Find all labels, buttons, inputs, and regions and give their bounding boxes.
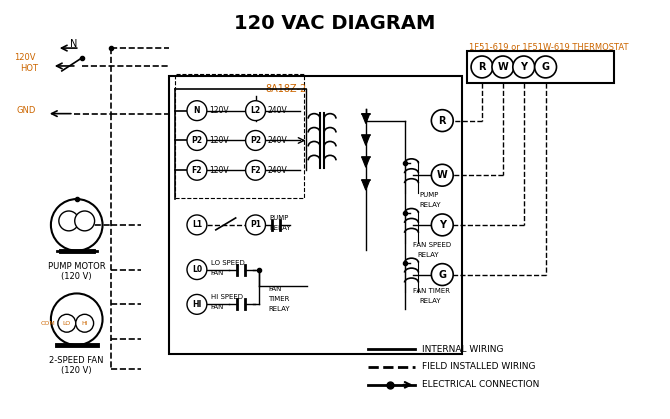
Text: (120 V): (120 V) xyxy=(62,272,92,281)
Circle shape xyxy=(431,110,453,132)
Text: GND: GND xyxy=(16,106,36,115)
Text: TIMER: TIMER xyxy=(269,296,290,303)
Circle shape xyxy=(513,56,535,78)
Text: FAN: FAN xyxy=(269,287,282,292)
Text: 120V: 120V xyxy=(209,136,228,145)
Circle shape xyxy=(58,314,76,332)
Text: (120 V): (120 V) xyxy=(62,367,92,375)
Circle shape xyxy=(187,295,207,314)
Text: FIELD INSTALLED WIRING: FIELD INSTALLED WIRING xyxy=(422,362,536,372)
Circle shape xyxy=(187,260,207,279)
Circle shape xyxy=(431,214,453,236)
Text: 8A18Z-2: 8A18Z-2 xyxy=(265,84,306,94)
Text: FAN: FAN xyxy=(211,269,224,276)
Text: W: W xyxy=(498,62,509,72)
Text: RELAY: RELAY xyxy=(419,202,441,208)
Text: PUMP MOTOR: PUMP MOTOR xyxy=(48,262,106,271)
Text: G: G xyxy=(541,62,549,72)
Text: L1: L1 xyxy=(192,220,202,229)
Text: PUMP: PUMP xyxy=(419,192,439,198)
Text: N: N xyxy=(194,106,200,115)
Circle shape xyxy=(246,160,265,180)
Circle shape xyxy=(246,215,265,235)
Text: W: W xyxy=(437,170,448,180)
Text: FAN SPEED: FAN SPEED xyxy=(413,242,452,248)
Text: HOT: HOT xyxy=(20,65,38,73)
Text: R: R xyxy=(478,62,486,72)
Polygon shape xyxy=(362,158,370,167)
Text: HI SPEED: HI SPEED xyxy=(211,295,243,300)
Text: 1F51-619 or 1F51W-619 THERMOSTAT: 1F51-619 or 1F51W-619 THERMOSTAT xyxy=(469,43,628,52)
Circle shape xyxy=(246,131,265,150)
Text: ELECTRICAL CONNECTION: ELECTRICAL CONNECTION xyxy=(422,380,540,389)
Text: HI: HI xyxy=(81,321,88,326)
Polygon shape xyxy=(362,180,370,190)
Text: FAN: FAN xyxy=(211,304,224,310)
Text: L2: L2 xyxy=(251,106,261,115)
Text: 120V: 120V xyxy=(209,106,228,115)
Text: F2: F2 xyxy=(192,166,202,175)
Text: Y: Y xyxy=(439,220,446,230)
Text: 120V: 120V xyxy=(14,52,36,62)
Circle shape xyxy=(187,160,207,180)
Circle shape xyxy=(51,199,103,251)
Circle shape xyxy=(75,211,94,231)
Text: P2: P2 xyxy=(250,136,261,145)
Text: L0: L0 xyxy=(192,265,202,274)
Text: INTERNAL WIRING: INTERNAL WIRING xyxy=(422,344,504,354)
Circle shape xyxy=(535,56,557,78)
Text: RELAY: RELAY xyxy=(417,252,439,258)
Bar xyxy=(467,51,614,83)
Text: 120V: 120V xyxy=(209,166,228,175)
Circle shape xyxy=(492,56,514,78)
Text: 2-SPEED FAN: 2-SPEED FAN xyxy=(50,357,104,365)
Text: 240V: 240V xyxy=(267,136,287,145)
Text: RELAY: RELAY xyxy=(269,306,290,312)
Circle shape xyxy=(431,264,453,285)
Polygon shape xyxy=(362,135,370,145)
Text: R: R xyxy=(439,116,446,126)
Text: G: G xyxy=(438,269,446,279)
Circle shape xyxy=(471,56,493,78)
Circle shape xyxy=(76,314,94,332)
Polygon shape xyxy=(362,114,370,124)
Text: P2: P2 xyxy=(192,136,202,145)
Circle shape xyxy=(246,101,265,121)
Circle shape xyxy=(187,131,207,150)
Text: PUMP: PUMP xyxy=(269,215,289,221)
Text: 240V: 240V xyxy=(267,106,287,115)
Text: 240V: 240V xyxy=(267,166,287,175)
Text: HI: HI xyxy=(192,300,202,309)
Text: N: N xyxy=(70,39,78,49)
Text: F2: F2 xyxy=(251,166,261,175)
Circle shape xyxy=(431,164,453,186)
Text: LO: LO xyxy=(63,321,71,326)
Circle shape xyxy=(59,211,78,231)
Text: 120 VAC DIAGRAM: 120 VAC DIAGRAM xyxy=(234,14,436,33)
Text: LO SPEED: LO SPEED xyxy=(211,260,245,266)
Text: Y: Y xyxy=(520,62,527,72)
Text: P1: P1 xyxy=(250,220,261,229)
Bar xyxy=(175,74,304,198)
Circle shape xyxy=(187,101,207,121)
Text: RELAY: RELAY xyxy=(419,298,441,304)
Bar xyxy=(169,76,462,354)
Text: COM: COM xyxy=(41,321,56,326)
Circle shape xyxy=(51,293,103,345)
Text: FAN TIMER: FAN TIMER xyxy=(413,288,450,295)
Text: RELAY: RELAY xyxy=(269,225,291,231)
Circle shape xyxy=(187,215,207,235)
